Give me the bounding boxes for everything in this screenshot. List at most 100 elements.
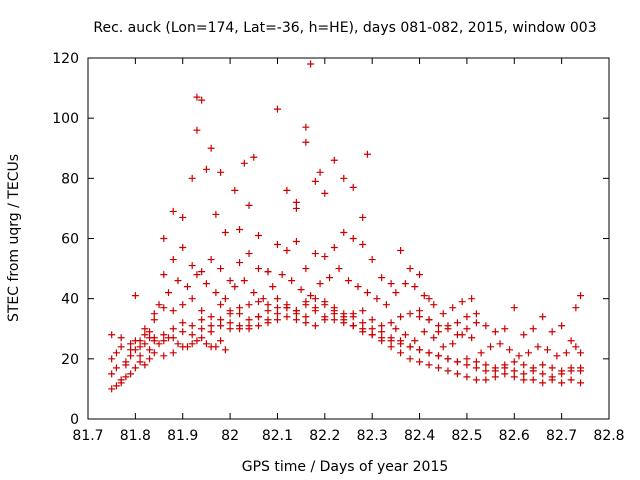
data-point [193, 337, 201, 345]
data-point [127, 352, 135, 360]
data-point [397, 247, 405, 255]
y-tick-label: 100 [52, 111, 79, 127]
series-track-high-2 [193, 93, 258, 236]
data-point [387, 337, 395, 345]
data-point [117, 376, 125, 384]
data-point [226, 307, 234, 315]
data-point [368, 256, 376, 264]
data-point [136, 352, 144, 360]
data-point [439, 343, 447, 351]
data-point [416, 313, 424, 321]
data-point [529, 325, 537, 333]
data-point [378, 334, 386, 342]
data-point [212, 343, 220, 351]
data-point [363, 150, 371, 158]
data-point [179, 213, 187, 221]
data-point [430, 301, 438, 309]
data-point [146, 328, 154, 336]
data-point [311, 177, 319, 185]
data-points [108, 60, 585, 393]
data-point [482, 361, 490, 369]
data-point [292, 316, 300, 324]
data-point [127, 346, 135, 354]
data-point [141, 340, 149, 348]
data-point [321, 313, 329, 321]
data-point [449, 304, 457, 312]
data-point [316, 168, 324, 176]
data-point [117, 343, 125, 351]
data-point [283, 313, 291, 321]
data-point [288, 277, 296, 285]
data-point [506, 346, 514, 354]
data-point [292, 310, 300, 318]
data-point [425, 316, 433, 324]
data-point [283, 186, 291, 194]
data-point [463, 325, 471, 333]
data-point [567, 337, 575, 345]
data-point [539, 370, 547, 378]
data-point [207, 322, 215, 330]
data-point [453, 331, 461, 339]
x-tick-label: 82.6 [499, 428, 530, 444]
data-point [160, 304, 168, 312]
data-point [539, 313, 547, 321]
data-point [482, 376, 490, 384]
data-point [501, 370, 509, 378]
x-tick-label: 81.9 [167, 428, 198, 444]
series-track-mid-2 [155, 265, 476, 318]
data-point [150, 334, 158, 342]
data-point [188, 331, 196, 339]
y-tick-label: 0 [70, 412, 79, 428]
data-point [416, 271, 424, 279]
data-point [316, 280, 324, 288]
data-point [307, 60, 315, 68]
data-point [136, 343, 144, 351]
data-point [543, 346, 551, 354]
data-point [283, 247, 291, 255]
data-point [160, 352, 168, 360]
data-point [340, 319, 348, 327]
data-point [359, 241, 367, 249]
data-point [406, 343, 414, 351]
chart-title: Rec. auck (Lon=174, Lat=-36, h=HE), days… [93, 20, 596, 36]
data-point [392, 289, 400, 297]
data-point [487, 343, 495, 351]
x-tick-label: 82.2 [309, 428, 340, 444]
data-point [264, 316, 272, 324]
x-tick-label: 82.8 [593, 428, 624, 444]
data-point [273, 304, 281, 312]
data-point [520, 370, 528, 378]
data-point [392, 325, 400, 333]
data-point [368, 325, 376, 333]
data-point [463, 313, 471, 321]
data-point [198, 334, 206, 342]
data-point [131, 292, 139, 300]
data-point [491, 373, 499, 381]
data-point [221, 228, 229, 236]
data-point [292, 198, 300, 206]
data-point [434, 328, 442, 336]
data-point [231, 283, 239, 291]
data-point [160, 271, 168, 279]
series-track-low-2 [108, 298, 585, 384]
data-point [269, 283, 277, 291]
data-point [245, 201, 253, 209]
data-point [444, 322, 452, 330]
data-point [416, 358, 424, 366]
data-point [165, 289, 173, 297]
data-point [577, 349, 585, 357]
data-point [302, 319, 310, 327]
data-point [183, 283, 191, 291]
data-point [311, 295, 319, 303]
x-axis-title: GPS time / Days of year 2015 [242, 459, 449, 475]
data-point [169, 207, 177, 215]
data-point [363, 289, 371, 297]
data-point [302, 313, 310, 321]
data-point [255, 265, 263, 273]
data-point [416, 307, 424, 315]
data-point [510, 358, 518, 366]
data-point [534, 343, 542, 351]
data-point [202, 340, 210, 348]
data-point [501, 361, 509, 369]
